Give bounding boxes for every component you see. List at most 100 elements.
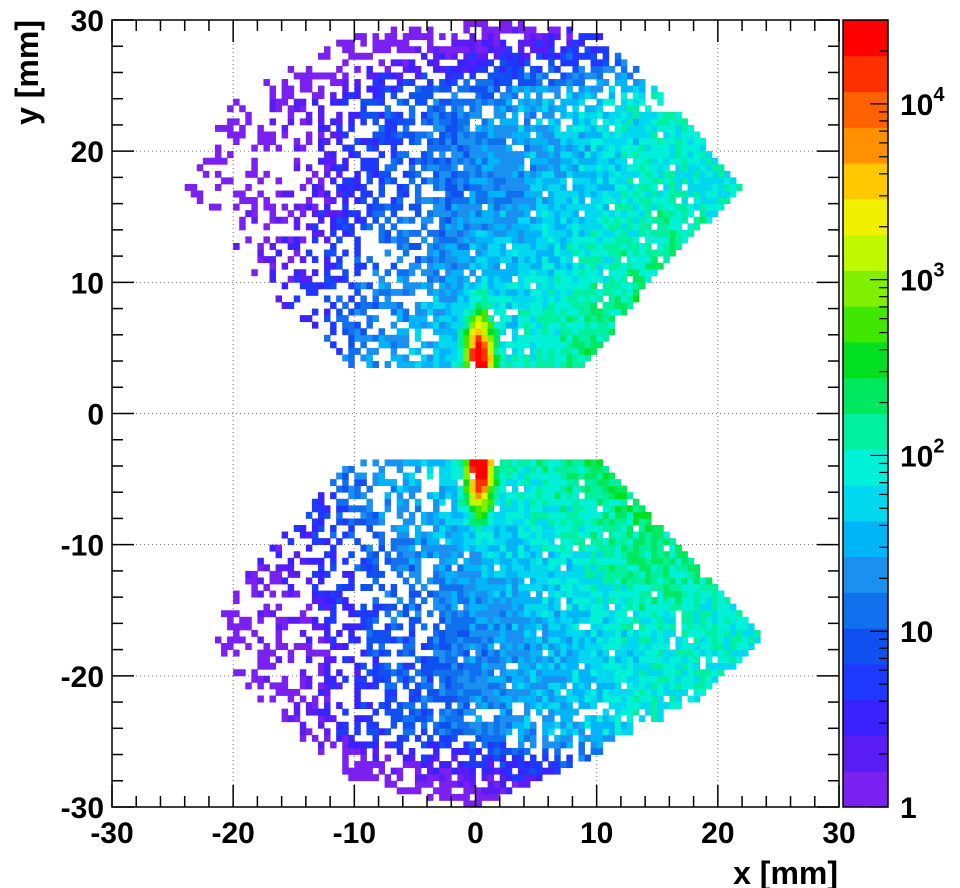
heatmap-cell (372, 295, 379, 303)
heatmap-cell (548, 223, 555, 231)
heatmap-cell (433, 275, 440, 283)
heatmap-cell (481, 695, 489, 703)
heatmap-cell (384, 229, 392, 237)
heatmap-cell (433, 347, 440, 355)
heatmap-cell (311, 708, 319, 716)
heatmap-cell (566, 524, 573, 532)
heatmap-cell (530, 544, 537, 552)
heatmap-cell (614, 131, 622, 139)
heatmap-cell (214, 203, 222, 211)
heatmap-cell (487, 33, 495, 41)
heatmap-cell (626, 564, 634, 572)
heatmap-cell (390, 118, 398, 126)
heatmap-cell (645, 682, 652, 690)
heatmap-cell (669, 190, 676, 198)
heatmap-cell (402, 636, 410, 644)
heatmap-cell (396, 715, 404, 723)
heatmap-cell (281, 564, 289, 572)
heatmap-cell (390, 203, 398, 211)
heatmap-cell (311, 269, 319, 277)
heatmap-cell (408, 492, 416, 500)
heatmap-cell (536, 695, 543, 703)
heatmap-cell (602, 118, 610, 126)
heatmap-cell (542, 328, 549, 336)
heatmap-cell (493, 275, 501, 283)
heatmap-cell (572, 688, 579, 696)
heatmap-cell (457, 321, 464, 329)
heatmap-cell (457, 354, 464, 362)
heatmap-cell (614, 662, 622, 670)
heatmap-cell (639, 164, 646, 172)
heatmap-cell (445, 183, 452, 191)
heatmap-cell (481, 354, 489, 362)
heatmap-cell (469, 767, 476, 775)
heatmap-cell (548, 216, 555, 224)
heatmap-cell (554, 518, 561, 526)
heatmap-cell (596, 747, 604, 755)
heatmap-cell (530, 275, 537, 283)
heatmap-cell (669, 616, 676, 624)
heatmap-cell (427, 33, 434, 41)
heatmap-cell (523, 262, 531, 270)
heatmap-cell (505, 92, 513, 100)
heatmap-cell (324, 282, 331, 290)
heatmap-cell (620, 498, 628, 506)
heatmap-cell (433, 308, 440, 316)
heatmap-cell (487, 531, 495, 539)
heatmap-cell (481, 511, 489, 519)
heatmap-cell (687, 229, 694, 237)
heatmap-cell (614, 275, 622, 283)
heatmap-cell (366, 544, 373, 552)
heatmap-cell (499, 118, 507, 126)
heatmap-cell (390, 223, 398, 231)
heatmap-cell (366, 203, 373, 211)
heatmap-cell (626, 524, 634, 532)
heatmap-cell (360, 479, 367, 487)
heatmap-cell (324, 715, 331, 723)
heatmap-cell (548, 308, 555, 316)
heatmap-cell (342, 479, 349, 487)
heatmap-cell (378, 131, 386, 139)
heatmap-cell (554, 170, 561, 178)
heatmap-cell (396, 334, 404, 342)
heatmap-cell (414, 92, 422, 100)
heatmap-cell (487, 590, 495, 598)
heatmap-cell (584, 557, 592, 565)
heatmap-cell (336, 308, 343, 316)
heatmap-cell (548, 183, 555, 191)
heatmap-cell (542, 138, 549, 146)
heatmap-cell (305, 708, 313, 716)
heatmap-cell (336, 590, 343, 598)
heatmap-cell (590, 603, 598, 611)
heatmap-cell (523, 223, 531, 231)
heatmap-cell (548, 688, 555, 696)
heatmap-cell (566, 33, 573, 41)
heatmap-cell (596, 46, 604, 54)
heatmap-cell (675, 236, 682, 244)
heatmap-cell (275, 577, 283, 585)
heatmap-cell (372, 472, 379, 480)
heatmap-cell (499, 216, 507, 224)
heatmap-cell (608, 557, 616, 565)
heatmap-cell (475, 734, 482, 742)
heatmap-cell (639, 603, 646, 611)
heatmap-cell (602, 262, 610, 270)
heatmap-cell (445, 347, 452, 355)
heatmap-cell (354, 79, 361, 86)
heatmap-cell (560, 544, 567, 552)
heatmap-cell (463, 728, 470, 736)
heatmap-cell (366, 164, 373, 172)
heatmap-cell (596, 675, 604, 683)
heatmap-cell (530, 623, 537, 631)
heatmap-cell (517, 190, 525, 198)
heatmap-cell (372, 302, 379, 309)
heatmap-cell (554, 229, 561, 237)
heatmap-cell (493, 295, 501, 303)
heatmap-cell (566, 334, 573, 342)
heatmap-cell (596, 544, 604, 552)
heatmap-cell (651, 682, 658, 690)
heatmap-cell (354, 721, 361, 729)
heatmap-cell (457, 282, 464, 290)
heatmap-cell (578, 629, 585, 637)
heatmap-cell (626, 616, 634, 624)
